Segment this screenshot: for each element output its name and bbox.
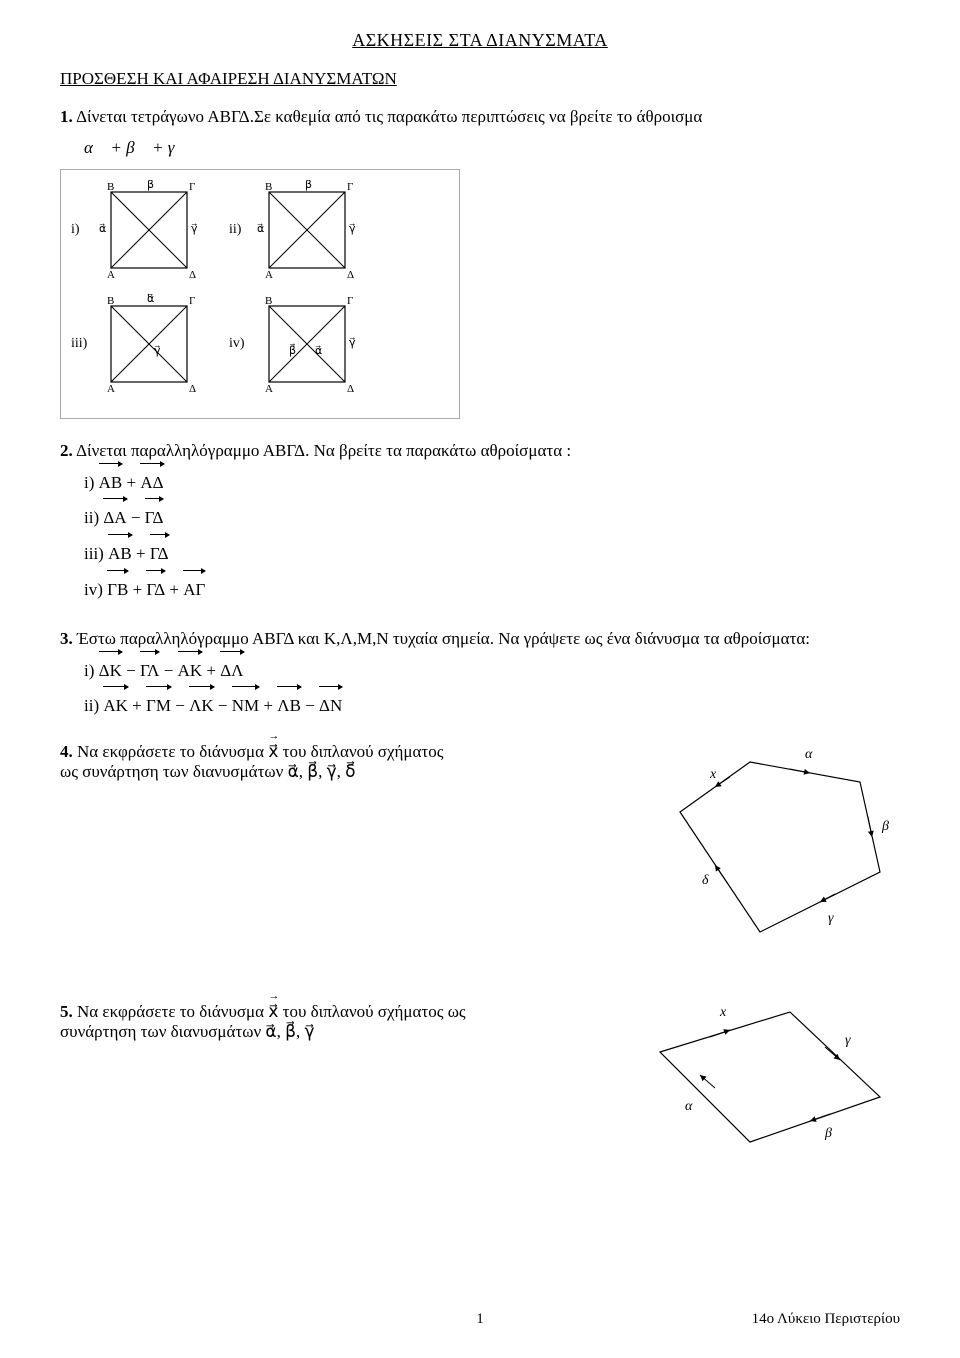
- rhombus-figure: x⃗ γ⃗ β⃗ α⃗: [630, 992, 900, 1162]
- svg-text:x⃗: x⃗: [719, 1005, 737, 1020]
- square-iv: Β Γ Α Δ β⃗ α⃗ γ⃗: [257, 294, 357, 394]
- page-title: ΑΣΚΗΣΕΙΣ ΣΤΑ ΔΙΑΝΥΣΜΑΤΑ: [60, 30, 900, 51]
- svg-text:γ⃗: γ⃗: [191, 223, 198, 235]
- problem-2-num: 2.: [60, 441, 73, 460]
- problem-1: 1. Δίνεται τετράγωνο ΑΒΓΔ.Σε καθεμία από…: [60, 103, 900, 419]
- svg-text:γ⃗: γ⃗: [154, 345, 161, 357]
- problem-2: 2. Δίνεται παραλληλόγραμμο ΑΒΓΔ. Να βρεί…: [60, 437, 900, 607]
- problem-1-num: 1.: [60, 107, 73, 126]
- problem-3-text: Έστω παραλληλόγραμμο ΑΒΓΔ και Κ,Λ,Μ,Ν τυ…: [77, 629, 810, 648]
- svg-text:γ⃗: γ⃗: [349, 223, 356, 235]
- problem-5: 5. Να εκφράσετε το διάνυσμα x⃗ του διπλα…: [60, 992, 900, 1162]
- svg-text:Α: Α: [107, 383, 115, 394]
- svg-text:β⃗: β⃗: [147, 294, 154, 297]
- svg-text:α⃗: α⃗: [805, 747, 823, 762]
- svg-text:γ⃗: γ⃗: [828, 911, 844, 926]
- svg-text:β⃗: β⃗: [824, 1126, 843, 1141]
- svg-text:Β: Β: [107, 181, 114, 193]
- problem-1-sum: α⃗ + β⃗ + γ⃗: [84, 134, 900, 161]
- svg-text:Α: Α: [265, 269, 273, 280]
- problem-3-num: 3.: [60, 629, 73, 648]
- svg-text:γ⃗: γ⃗: [349, 337, 356, 349]
- section-subtitle: ΠΡΟΣΘΕΣΗ ΚΑΙ ΑΦΑΙΡΕΣΗ ΔΙΑΝΥΣΜΑΤΩΝ: [60, 69, 900, 89]
- svg-text:Β: Β: [265, 181, 272, 193]
- problem-4: 4. Να εκφράσετε το διάνυσμα x⃗ του διπλα…: [60, 742, 900, 952]
- p3-item-ii: ii) ΑΚ + ΓΜ − ΛΚ − ΝΜ + ΛΒ − ΔΝ: [84, 688, 900, 724]
- svg-text:β⃗: β⃗: [289, 343, 296, 357]
- svg-text:β⃗: β⃗: [881, 819, 900, 834]
- square-i: Β Γ Α Δ α⃗ β⃗ γ⃗: [99, 180, 199, 280]
- svg-text:Δ: Δ: [189, 383, 196, 394]
- page-number: 1: [476, 1311, 484, 1328]
- pentagon-figure: x⃗ α⃗ β⃗ γ⃗ δ⃗: [660, 742, 900, 952]
- svg-text:α⃗: α⃗: [99, 223, 106, 235]
- problem-1-text: Δίνεται τετράγωνο ΑΒΓΔ.Σε καθεμία από τι…: [76, 107, 702, 126]
- p2-item-iv: iv) ΓΒ + ΓΔ + ΑΓ: [84, 572, 900, 608]
- problem-5-text-a: Να εκφράσετε το διάνυσμα: [77, 1002, 268, 1021]
- p3-item-i: i) ΔΚ − ΓΛ − ΑΚ + ΔΛ: [84, 653, 900, 689]
- svg-text:Β: Β: [107, 295, 114, 307]
- square-iii: ΒΓ ΑΔ α⃗β⃗γ⃗: [99, 294, 199, 394]
- problem-3: 3. Έστω παραλληλόγραμμο ΑΒΓΔ και Κ,Λ,Μ,Ν…: [60, 625, 900, 724]
- square-label-ii: ii): [229, 219, 251, 241]
- problem-5-num: 5.: [60, 1002, 73, 1021]
- square-label-i: i): [71, 219, 93, 241]
- svg-text:Δ: Δ: [189, 269, 196, 280]
- svg-text:Α: Α: [107, 269, 115, 280]
- square-diagram-figure: i) Β Γ Α Δ α⃗ β⃗ γ⃗ ii) Β Γ Α Δ: [60, 169, 460, 419]
- svg-text:Γ: Γ: [347, 295, 353, 307]
- svg-text:x⃗: x⃗: [709, 767, 727, 782]
- svg-text:Δ: Δ: [347, 383, 354, 394]
- svg-text:δ⃗: δ⃗: [702, 873, 719, 888]
- problem-5-text-c: συνάρτηση των διανυσμάτων: [60, 1022, 265, 1041]
- svg-text:Γ: Γ: [189, 295, 195, 307]
- svg-text:γ⃗: γ⃗: [845, 1033, 861, 1048]
- p2-item-i: i) ΑΒ + ΑΔ: [84, 465, 900, 501]
- svg-text:β⃗: β⃗: [147, 180, 154, 191]
- svg-text:α⃗: α⃗: [257, 223, 264, 235]
- footer-text: 14ο Λύκειο Περιστερίου: [752, 1311, 900, 1328]
- svg-text:α⃗: α⃗: [315, 345, 322, 357]
- svg-text:β⃗: β⃗: [305, 180, 312, 191]
- svg-text:Α: Α: [265, 383, 273, 394]
- p2-item-iii: iii) ΑΒ + ΓΔ: [84, 536, 900, 572]
- svg-text:α⃗: α⃗: [685, 1099, 703, 1114]
- square-label-iii: iii): [71, 333, 93, 355]
- problem-4-text-a: Να εκφράσετε το διάνυσμα: [77, 742, 268, 761]
- problem-4-num: 4.: [60, 742, 73, 761]
- svg-text:Γ: Γ: [189, 181, 195, 193]
- problem-2-text: Δίνεται παραλληλόγραμμο ΑΒΓΔ. Να βρείτε …: [76, 441, 571, 460]
- problem-4-text-c: ως συνάρτηση των διανυσμάτων: [60, 762, 288, 781]
- svg-text:Γ: Γ: [347, 181, 353, 193]
- p2-item-ii: ii) ΔΑ − ΓΔ: [84, 500, 900, 536]
- square-ii: Β Γ Α Δ α⃗ β⃗ γ⃗: [257, 180, 357, 280]
- svg-text:Δ: Δ: [347, 269, 354, 280]
- svg-text:Β: Β: [265, 295, 272, 307]
- square-label-iv: iv): [229, 333, 251, 355]
